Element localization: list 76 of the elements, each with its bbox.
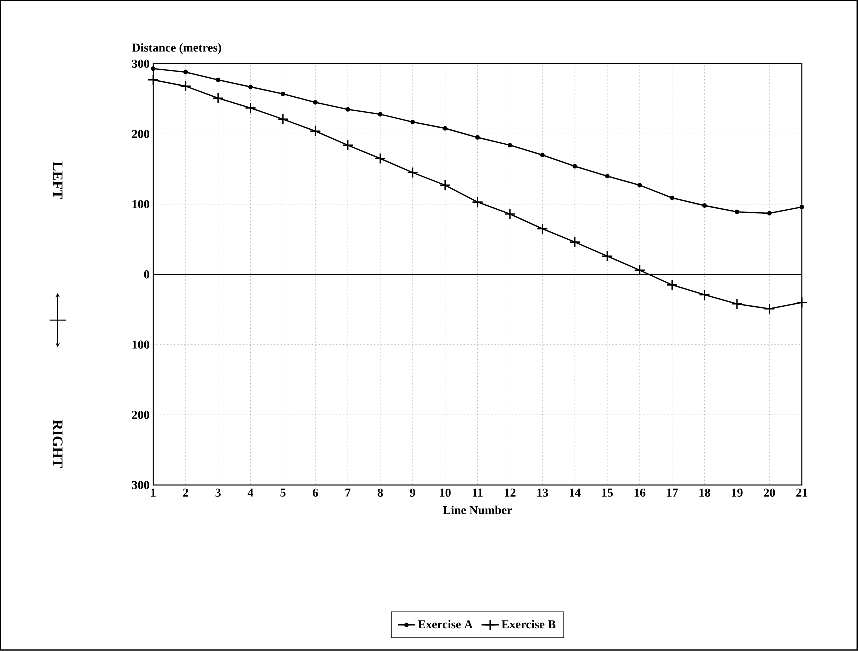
y-tick-label: 0 [144,270,150,279]
point [184,70,188,75]
y-tick-label: 200 [132,411,150,420]
point [410,120,416,125]
y-tick-label: 100 [132,340,150,349]
x-tick-label: 7 [346,488,351,497]
point [216,78,221,82]
point [732,298,743,310]
x-tick-label: 10 [440,488,451,498]
point [407,167,419,179]
x-tick-label: 6 [313,488,318,498]
point [508,143,512,148]
y-tick-label: 300 [132,481,150,490]
point [280,92,286,96]
point [536,223,548,235]
point [472,196,484,208]
x-tick-label: 8 [378,488,384,498]
point [699,289,710,301]
point [569,236,581,248]
point [476,136,480,140]
x-tick-label: 2 [183,488,188,497]
point [148,74,160,86]
point [310,126,322,138]
text: LEFT [53,162,63,200]
x-tick-label: 18 [700,488,710,498]
x-tick-label: 13 [538,488,548,498]
point [767,211,772,216]
point [800,205,804,210]
x-tick-label: 3 [216,488,221,498]
y-tick-label: 100 [132,200,150,209]
point [440,180,452,192]
x-tick-label: 19 [732,488,743,498]
point [342,140,354,152]
point [212,92,224,104]
x-tick-label: 9 [410,488,416,498]
point [670,196,675,200]
point [180,80,192,92]
point [245,102,256,114]
x-tick-label: 1 [151,488,156,497]
point [313,100,318,105]
x-axis-title: Line Number [443,506,512,515]
point [151,66,156,72]
point [702,204,708,208]
point [374,153,386,165]
x-tick-label: 15 [602,488,614,498]
point [602,250,614,262]
point [504,208,516,220]
point [278,114,289,126]
point [734,210,740,214]
x-tick-label: 14 [570,488,581,497]
x-tick-label: 17 [667,488,678,497]
x-tick-label: 4 [248,488,254,497]
point [638,183,642,188]
point [764,303,776,315]
x-tick-label: 12 [505,488,516,497]
point [248,84,254,90]
y-tick-label: 200 [132,130,150,138]
y-axis-title: Distance (metres) [132,44,222,54]
point [605,174,610,179]
x-tick-label: 16 [634,488,646,498]
point [634,264,646,276]
legend-label: Exercise A [418,620,473,629]
point [572,164,578,169]
x-tick-label: 11 [473,488,483,497]
legend-label: Exercise B [502,620,556,629]
x-tick-label: 20 [764,488,776,498]
x-tick-label: 21 [796,488,808,497]
point [666,280,678,291]
y-tick-label: 300 [132,60,150,68]
point [796,297,808,308]
point [540,153,545,158]
point [346,107,350,112]
x-tick-label: 5 [280,488,286,497]
point [378,112,383,117]
point [443,126,448,131]
text: RIGHT [53,420,63,468]
